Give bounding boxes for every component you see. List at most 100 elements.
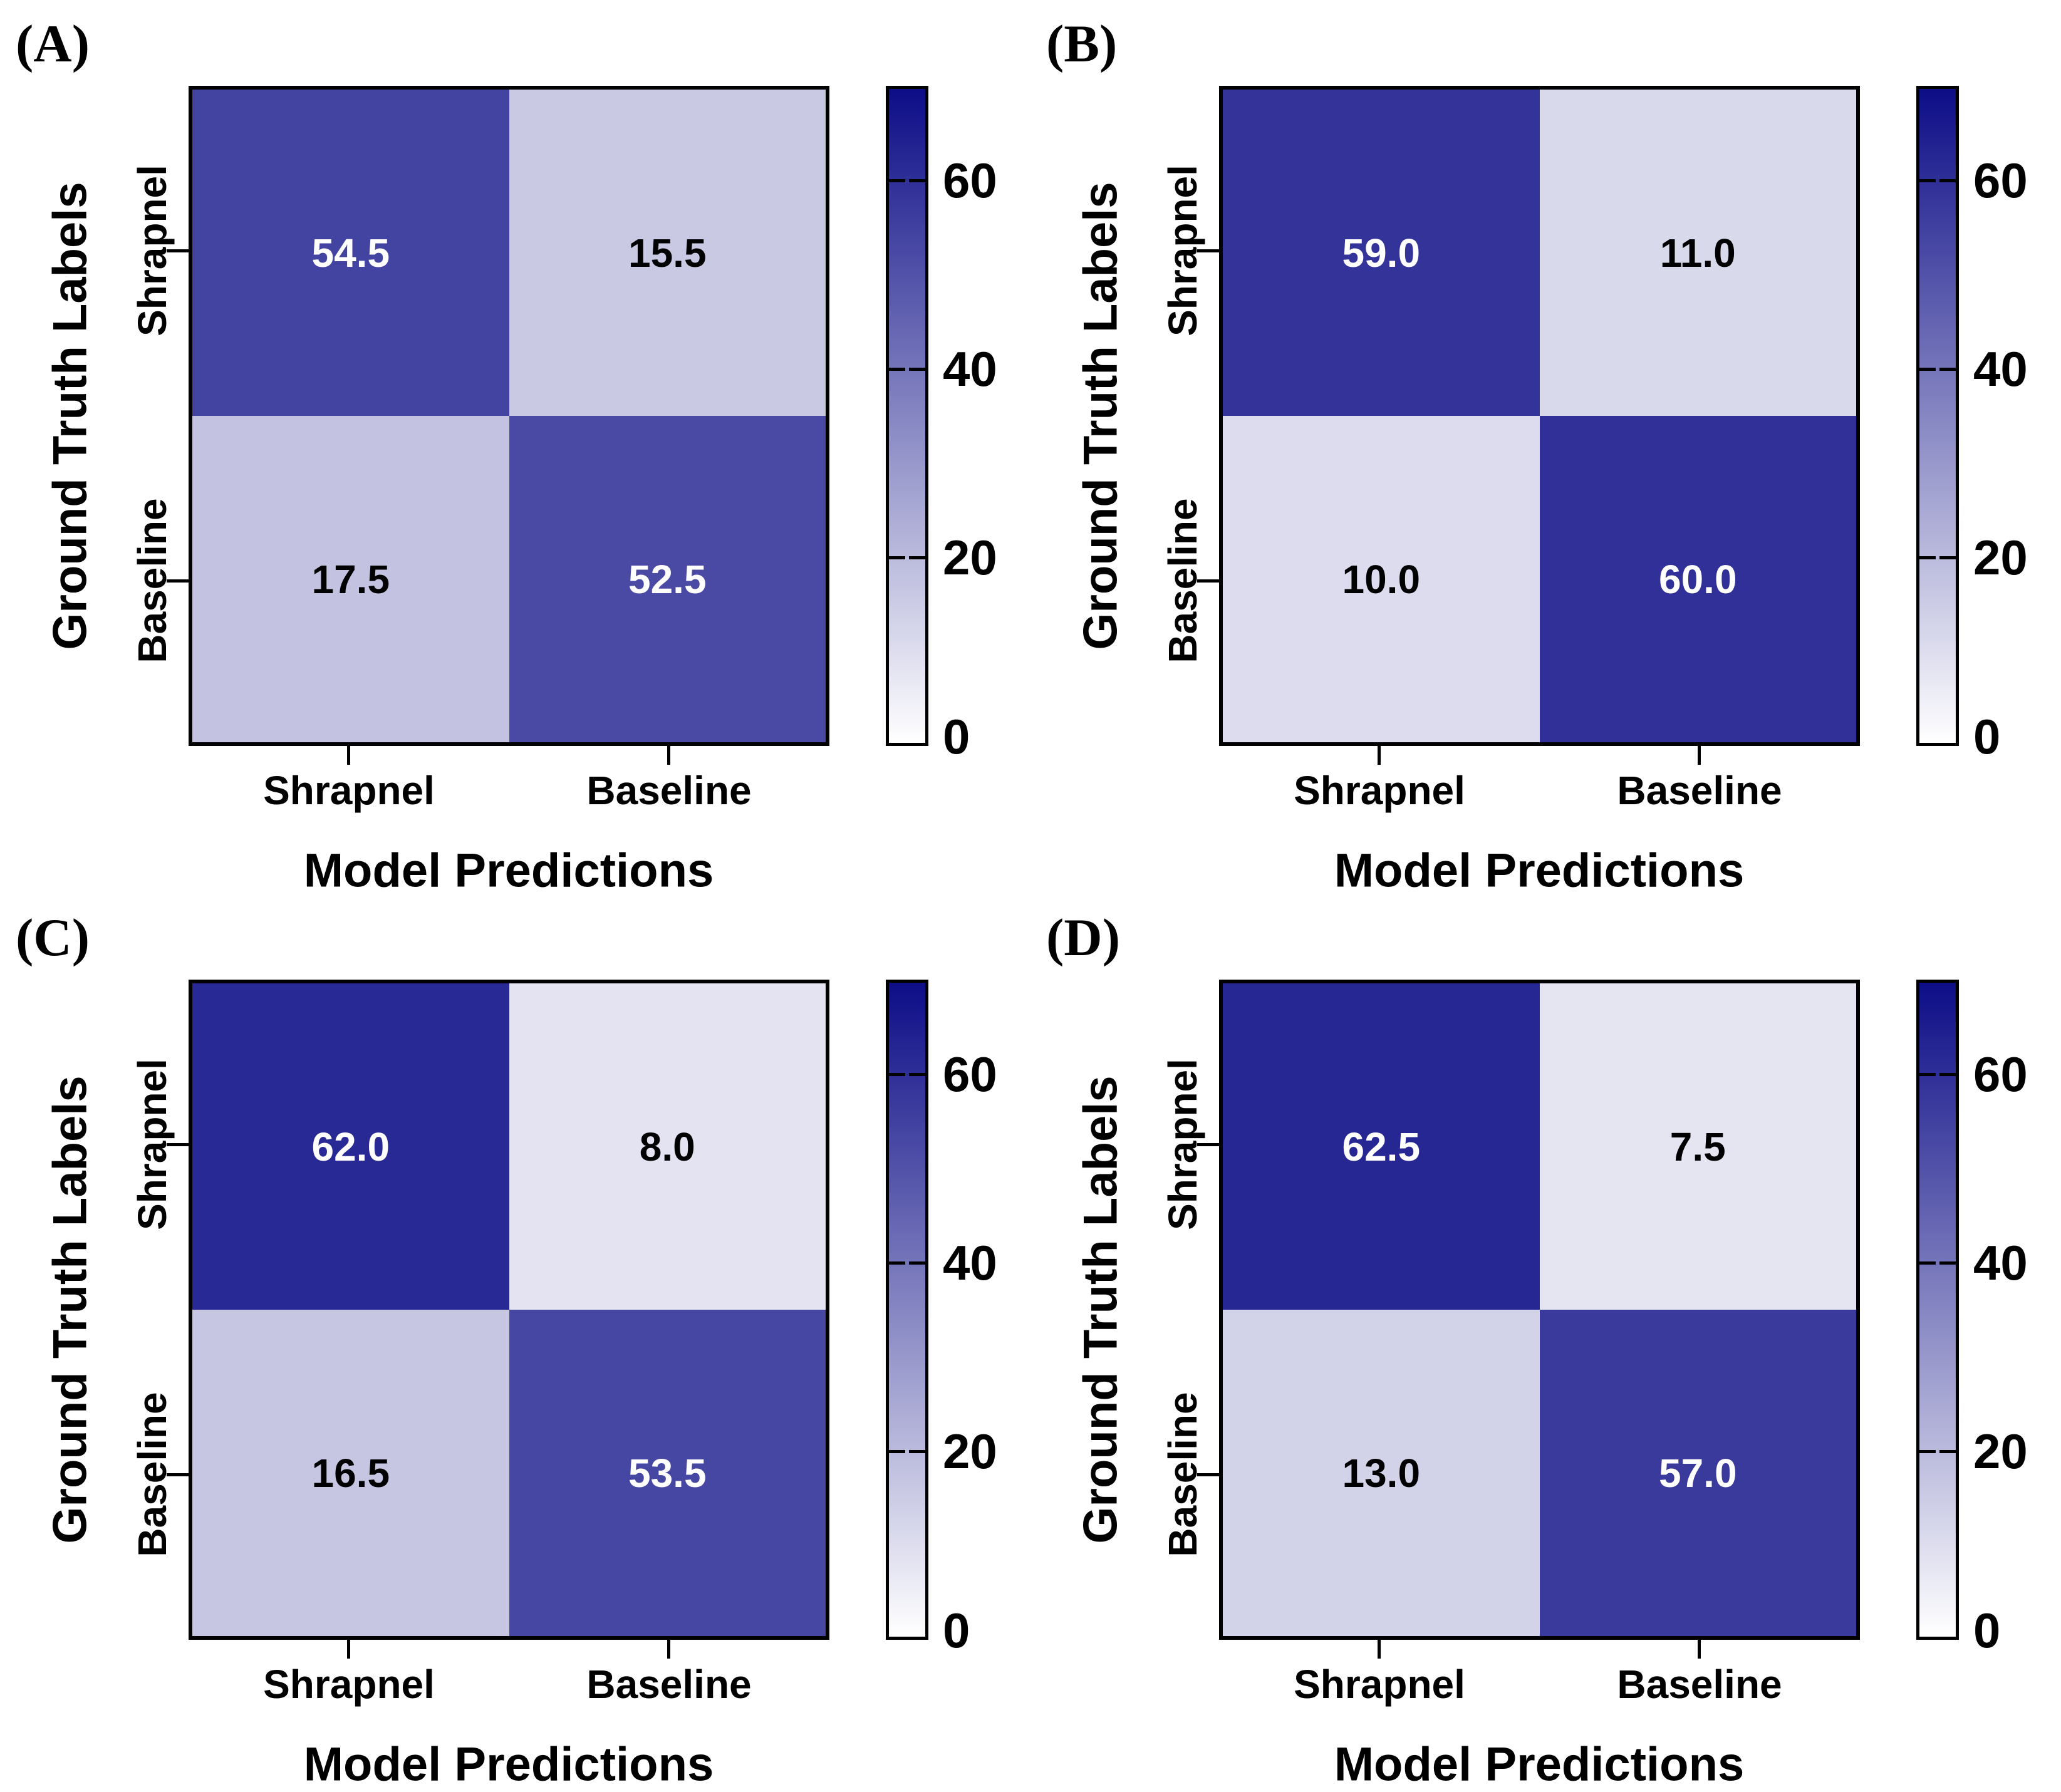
x-tick-label-baseline: Baseline bbox=[1617, 768, 1782, 813]
cell-row0-col0: 59.0 bbox=[1223, 90, 1540, 416]
cell-row1-col1: 52.5 bbox=[509, 416, 826, 742]
colorbar-tick-mark bbox=[1939, 179, 1956, 182]
panel-label: (A) bbox=[16, 14, 90, 73]
cell-value: 13.0 bbox=[1342, 1450, 1421, 1496]
colorbar bbox=[1916, 980, 1959, 1640]
colorbar-tick-label: 40 bbox=[1973, 1235, 2028, 1290]
confusion-matrix: 62.0 8.0 16.5 53.5 bbox=[189, 980, 829, 1640]
cell-row0-col1: 8.0 bbox=[509, 983, 826, 1310]
x-axis-title: Model Predictions bbox=[1334, 1738, 1745, 1791]
cell-value: 62.0 bbox=[311, 1124, 390, 1169]
x-tick-label-shrapnel: Shrapnel bbox=[263, 1662, 435, 1707]
colorbar-tick-label: 60 bbox=[1973, 153, 2028, 208]
panel-a: (A) Ground Truth Labels Shrapnel Baselin… bbox=[0, 0, 1030, 898]
colorbar-gradient bbox=[889, 983, 925, 1637]
cell-value: 17.5 bbox=[311, 556, 390, 602]
cell-value: 59.0 bbox=[1342, 230, 1421, 276]
cell-row1-col1: 53.5 bbox=[509, 1310, 826, 1636]
cell-row0-col0: 62.0 bbox=[192, 983, 509, 1310]
colorbar-tick-mark bbox=[1939, 1261, 1956, 1265]
colorbar-tick-label: 0 bbox=[943, 709, 970, 764]
cell-value: 57.0 bbox=[1658, 1450, 1737, 1496]
colorbar-tick-label: 0 bbox=[1973, 709, 2001, 764]
y-axis-title: Ground Truth Labels bbox=[43, 182, 97, 650]
cell-value: 54.5 bbox=[311, 230, 390, 276]
cell-row1-col0: 16.5 bbox=[192, 1310, 509, 1636]
y-tick-mark bbox=[167, 1473, 189, 1476]
y-tick-mark bbox=[1197, 1473, 1219, 1476]
colorbar-tick-mark bbox=[889, 1073, 905, 1076]
colorbar-tick-mark bbox=[889, 179, 905, 182]
colorbar-tick-mark bbox=[909, 556, 925, 559]
confusion-matrix: 62.5 7.5 13.0 57.0 bbox=[1219, 980, 1860, 1640]
colorbar bbox=[1916, 86, 1959, 746]
x-axis-title: Model Predictions bbox=[1334, 844, 1745, 898]
colorbar-gradient bbox=[1919, 89, 1956, 743]
colorbar-tick-mark bbox=[1919, 179, 1936, 182]
panel-d: (D) Ground Truth Labels Shrapnel Baselin… bbox=[1030, 894, 2061, 1791]
colorbar-tick-label: 60 bbox=[943, 1047, 997, 1102]
colorbar-tick-label: 0 bbox=[1973, 1603, 2001, 1658]
x-axis-title: Model Predictions bbox=[303, 1738, 714, 1791]
colorbar-tick-mark bbox=[1919, 1073, 1936, 1076]
colorbar-tick-mark bbox=[1939, 1450, 1956, 1453]
confusion-matrix: 59.0 11.0 10.0 60.0 bbox=[1219, 86, 1860, 746]
colorbar-tick-mark bbox=[1919, 368, 1936, 371]
cell-value: 60.0 bbox=[1658, 556, 1737, 602]
y-tick-mark bbox=[1197, 1143, 1219, 1146]
colorbar-tick-mark bbox=[1939, 1073, 1956, 1076]
cell-value: 16.5 bbox=[311, 1450, 390, 1496]
y-tick-mark bbox=[167, 579, 189, 583]
cell-row1-col1: 60.0 bbox=[1539, 416, 1856, 742]
confusion-matrix: 54.5 15.5 17.5 52.5 bbox=[189, 86, 829, 746]
colorbar-tick-mark bbox=[889, 1261, 905, 1265]
colorbar-tick-label: 60 bbox=[1973, 1047, 2028, 1102]
cell-value: 10.0 bbox=[1342, 556, 1421, 602]
colorbar-tick-mark bbox=[909, 368, 925, 371]
cell-value: 53.5 bbox=[628, 1450, 707, 1496]
colorbar-tick-mark bbox=[889, 556, 905, 559]
colorbar-tick-mark bbox=[889, 1450, 905, 1453]
colorbar-tick-label: 20 bbox=[943, 1424, 997, 1479]
colorbar-tick-mark bbox=[1939, 368, 1956, 371]
cell-value: 7.5 bbox=[1669, 1124, 1726, 1169]
x-tick-mark bbox=[1378, 746, 1381, 765]
y-tick-mark bbox=[1197, 579, 1219, 583]
colorbar-tick-mark bbox=[1919, 556, 1936, 559]
cell-value: 15.5 bbox=[628, 230, 707, 276]
colorbar-tick-label: 20 bbox=[1973, 1424, 2028, 1479]
colorbar-tick-label: 40 bbox=[943, 341, 997, 396]
colorbar-tick-label: 20 bbox=[1973, 530, 2028, 585]
cell-value: 52.5 bbox=[628, 556, 707, 602]
x-tick-mark bbox=[667, 746, 670, 765]
panel-c: (C) Ground Truth Labels Shrapnel Baselin… bbox=[0, 894, 1030, 1791]
cell-row0-col1: 15.5 bbox=[509, 90, 826, 416]
cell-row1-col0: 10.0 bbox=[1223, 416, 1540, 742]
colorbar-tick-mark bbox=[1939, 556, 1956, 559]
colorbar bbox=[886, 86, 928, 746]
x-tick-label-baseline: Baseline bbox=[586, 768, 752, 813]
x-tick-mark bbox=[347, 746, 350, 765]
cell-row0-col0: 62.5 bbox=[1223, 983, 1540, 1310]
colorbar-gradient bbox=[889, 89, 925, 743]
colorbar-tick-label: 40 bbox=[943, 1235, 997, 1290]
y-axis-title: Ground Truth Labels bbox=[1074, 182, 1128, 650]
y-tick-mark bbox=[167, 249, 189, 252]
cell-row1-col0: 13.0 bbox=[1223, 1310, 1540, 1636]
cell-row1-col1: 57.0 bbox=[1539, 1310, 1856, 1636]
y-axis-title: Ground Truth Labels bbox=[43, 1075, 97, 1544]
colorbar-tick-mark bbox=[909, 1450, 925, 1453]
y-tick-mark bbox=[167, 1143, 189, 1146]
x-tick-mark bbox=[1698, 1640, 1701, 1659]
colorbar-tick-label: 60 bbox=[943, 153, 997, 208]
colorbar bbox=[886, 980, 928, 1640]
cell-value: 62.5 bbox=[1342, 1124, 1421, 1169]
colorbar-tick-mark bbox=[1919, 1450, 1936, 1453]
x-tick-mark bbox=[1378, 1640, 1381, 1659]
cell-row0-col0: 54.5 bbox=[192, 90, 509, 416]
cell-value: 11.0 bbox=[1659, 230, 1736, 276]
colorbar-gradient bbox=[1919, 983, 1956, 1637]
x-tick-label-shrapnel: Shrapnel bbox=[1294, 1662, 1465, 1707]
colorbar-tick-mark bbox=[909, 179, 925, 182]
